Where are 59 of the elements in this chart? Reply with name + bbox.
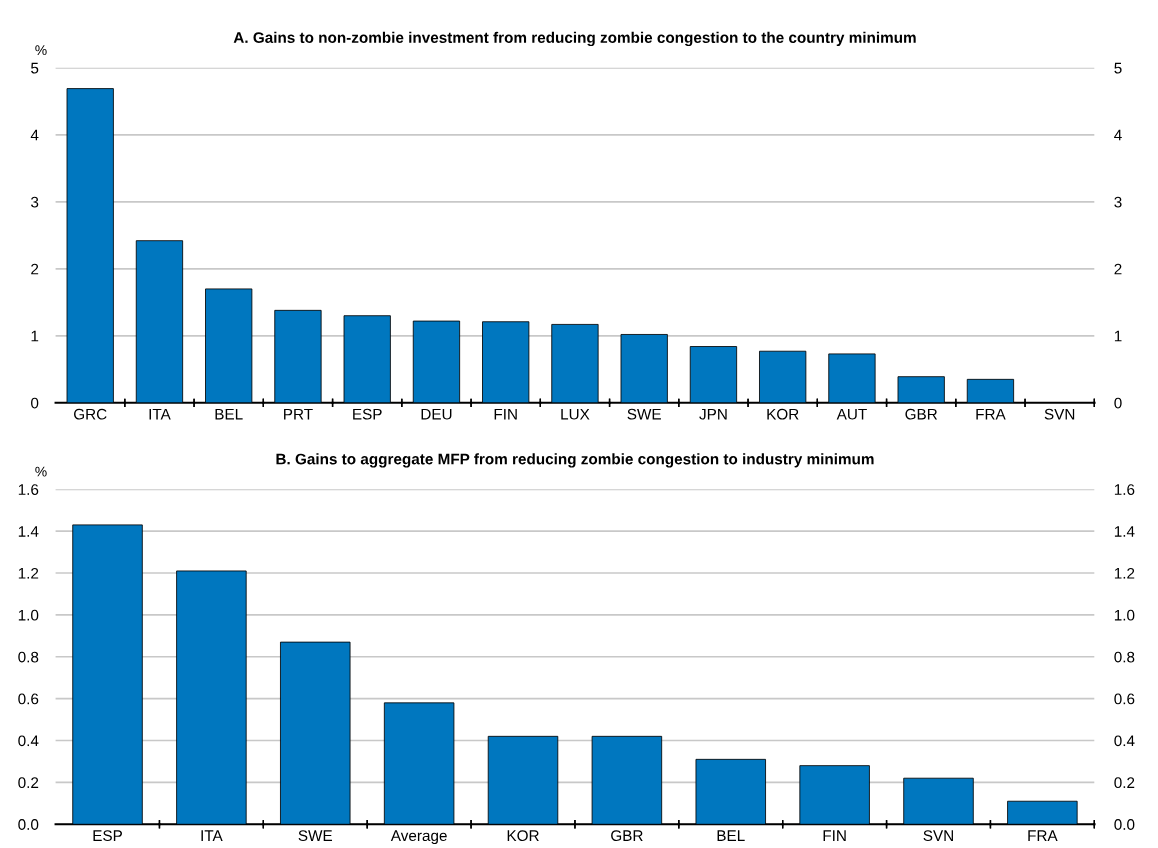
y-tick-label: 0.6	[18, 693, 39, 705]
y-tick-label: 1.4	[18, 526, 39, 537]
x-tick-label: ESP	[353, 408, 382, 420]
x-tick-label: LUX	[561, 408, 590, 420]
y2-tick-label: 0.8	[1114, 651, 1135, 663]
y-axis-title: %	[35, 466, 47, 477]
y2-tick-label: 0.2	[1114, 777, 1135, 789]
x-tick-label: AUT	[836, 408, 867, 420]
x-tick-label: ESP	[93, 830, 122, 842]
y-tick-label: 0.0	[18, 819, 39, 830]
x-tick-label: KOR	[507, 830, 539, 842]
x-tick-label: SVN	[923, 830, 953, 842]
y-tick-label: 1.6	[18, 484, 39, 495]
x-tick-label: GBR	[611, 830, 643, 842]
y-tick-label: 0.2	[18, 777, 39, 789]
y2-tick-label: 0	[1114, 397, 1122, 409]
x-tick-label: Average	[390, 830, 447, 845]
x-tick-label: ITA	[149, 408, 171, 420]
y-tick-label: 1.2	[18, 567, 39, 579]
y-tick-label: 3	[31, 196, 39, 208]
y2-tick-label: 0.4	[1114, 735, 1135, 747]
x-tick-label: SVN	[1044, 408, 1075, 420]
y2-tick-label: 1.4	[1114, 526, 1135, 537]
y2-tick-label: 0.0	[1114, 819, 1135, 830]
chart-title: A. Gains to non-zombie investment from reducing zombie congestion to the country minimum	[233, 31, 916, 47]
y-tick-label: 0	[31, 397, 39, 409]
y-tick-label: 4	[30, 129, 39, 141]
x-tick-label: BEL	[717, 830, 745, 841]
y-tick-label: 5	[31, 62, 39, 74]
x-tick-label: GBR	[905, 408, 938, 420]
y2-tick-label: 0.6	[1114, 693, 1135, 705]
x-tick-label: GRC	[74, 408, 107, 420]
x-tick-label: KOR	[767, 408, 799, 420]
x-tick-label: SWE	[298, 830, 333, 842]
y-tick-label: 2	[31, 263, 39, 275]
x-tick-label: JPN	[699, 408, 727, 420]
chart-title: B. Gains to aggregate MFP from reducing zombie congestion to industry minimum	[276, 453, 874, 468]
y2-tick-label: 1.2	[1114, 567, 1135, 579]
x-tick-label: FIN	[494, 408, 517, 420]
y2-tick-label: 2	[1114, 263, 1122, 275]
x-tick-label: FRA	[976, 408, 1006, 420]
x-tick-label: PRT	[284, 408, 313, 420]
y-tick-label: 0.8	[18, 651, 39, 663]
y2-tick-label: 1	[1114, 330, 1122, 342]
y-tick-label: 1	[31, 330, 39, 342]
y2-tick-label: 1.0	[1114, 609, 1135, 621]
y2-tick-label: 4	[1114, 129, 1122, 141]
y2-tick-label: 1.6	[1114, 484, 1135, 495]
y2-tick-label: 3	[1114, 196, 1122, 208]
x-tick-label: FRA	[1028, 830, 1058, 841]
x-tick-label: ITA	[201, 830, 223, 841]
y2-tick-label: 5	[1114, 62, 1122, 74]
x-tick-label: SWE	[627, 408, 661, 420]
y-tick-label: 0.4	[18, 735, 39, 747]
y-tick-label: 1.0	[18, 609, 39, 621]
y-axis-title: %	[35, 45, 47, 55]
x-tick-label: BEL	[215, 408, 243, 420]
x-tick-label: DEU	[421, 408, 452, 420]
x-tick-label: FIN	[823, 830, 846, 841]
